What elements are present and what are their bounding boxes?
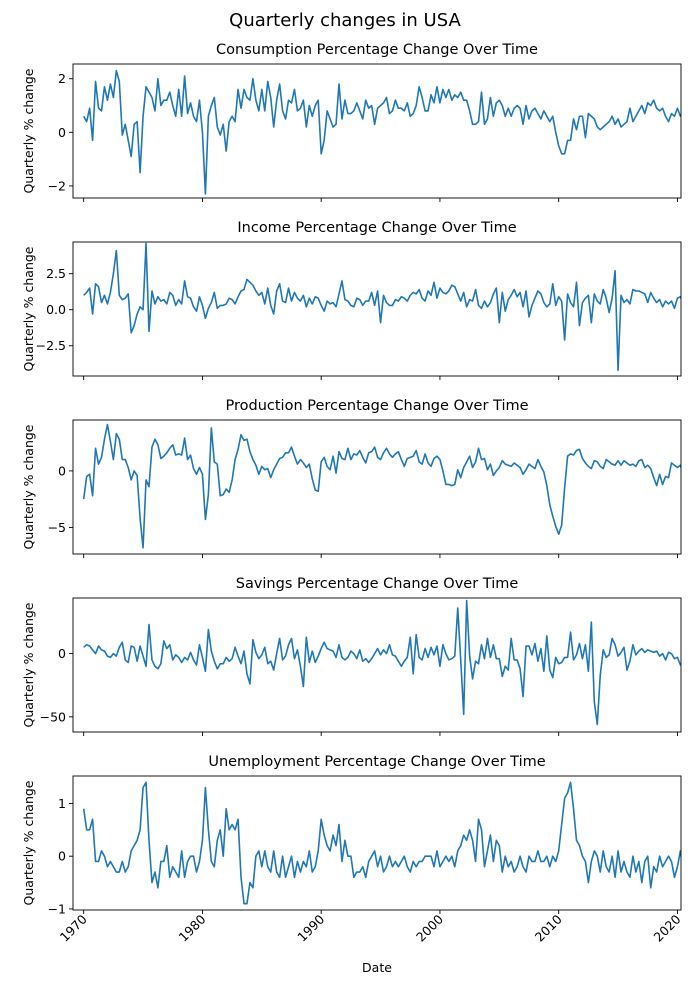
savings-series-line (83, 599, 681, 726)
unemployment-tick-label-x-2020: 2020 (650, 911, 683, 944)
production-title: Production Percentage Change Over Time (225, 398, 528, 414)
income-tick-label-y-neg2p5: −2.5 (36, 338, 66, 353)
savings-panel: Savings Percentage Change Over Time Quart… (21, 576, 682, 736)
unemployment-tick-label-x-2010: 2010 (532, 911, 565, 944)
production-axes-frame (72, 419, 682, 555)
savings-tick-label-y-0: 0 (58, 646, 66, 661)
production-series-line (82, 423, 681, 549)
savings-ylabel: Quarterly % change (21, 602, 36, 727)
figure-title: Quarterly changes in USA (229, 10, 461, 31)
unemployment-series-line (82, 781, 681, 905)
unemployment-ylabel: Quarterly % change (21, 780, 36, 905)
consumption-title: Consumption Percentage Change Over Time (216, 42, 538, 58)
unemployment-tick-label-x-2000: 2000 (413, 911, 446, 944)
unemployment-axes-frame (72, 775, 682, 911)
unemployment-tick-label-y-neg1: −1 (48, 901, 66, 916)
savings-title: Savings Percentage Change Over Time (236, 576, 519, 592)
income-panel: Income Percentage Change Over Time Quarte… (21, 220, 682, 380)
unemployment-tick-label-x-1980: 1980 (175, 911, 208, 944)
consumption-series-line (82, 69, 681, 195)
unemployment-tick-label-x-1990: 1990 (294, 911, 327, 944)
savings-axes-frame (72, 597, 682, 733)
production-ylabel: Quarterly % change (21, 424, 36, 549)
income-tick-label-y-2p5: 2.5 (46, 266, 66, 281)
income-tick-label-y-0: 0.0 (46, 302, 66, 317)
income-title: Income Percentage Change Over Time (237, 220, 516, 236)
consumption-axes-frame (72, 63, 682, 199)
unemployment-title: Unemployment Percentage Change Over Time (208, 754, 545, 770)
unemployment-xlabel: Date (362, 960, 392, 975)
unemployment-tick-label-y-1: 1 (58, 796, 66, 811)
savings-tick-label-y-neg50: −50 (40, 709, 66, 724)
income-ylabel: Quarterly % change (21, 246, 36, 371)
consumption-panel: Consumption Percentage Change Over Time Q… (21, 42, 682, 202)
consumption-tick-label-y-0: 0 (58, 125, 66, 140)
consumption-tick-label-y-2: 2 (58, 71, 66, 86)
production-tick-label-y-0: 0 (58, 463, 66, 478)
consumption-tick-label-y-neg2: −2 (48, 178, 66, 193)
production-tick-label-y-neg5: −5 (48, 520, 66, 535)
income-series-line (83, 242, 681, 372)
unemployment-tick-label-y-0: 0 (58, 849, 66, 864)
income-axes-frame (72, 241, 682, 377)
unemployment-panel: Unemployment Percentage Change Over Time… (21, 754, 684, 975)
consumption-ylabel: Quarterly % change (21, 68, 36, 193)
production-panel: Production Percentage Change Over Time Qu… (21, 398, 682, 558)
